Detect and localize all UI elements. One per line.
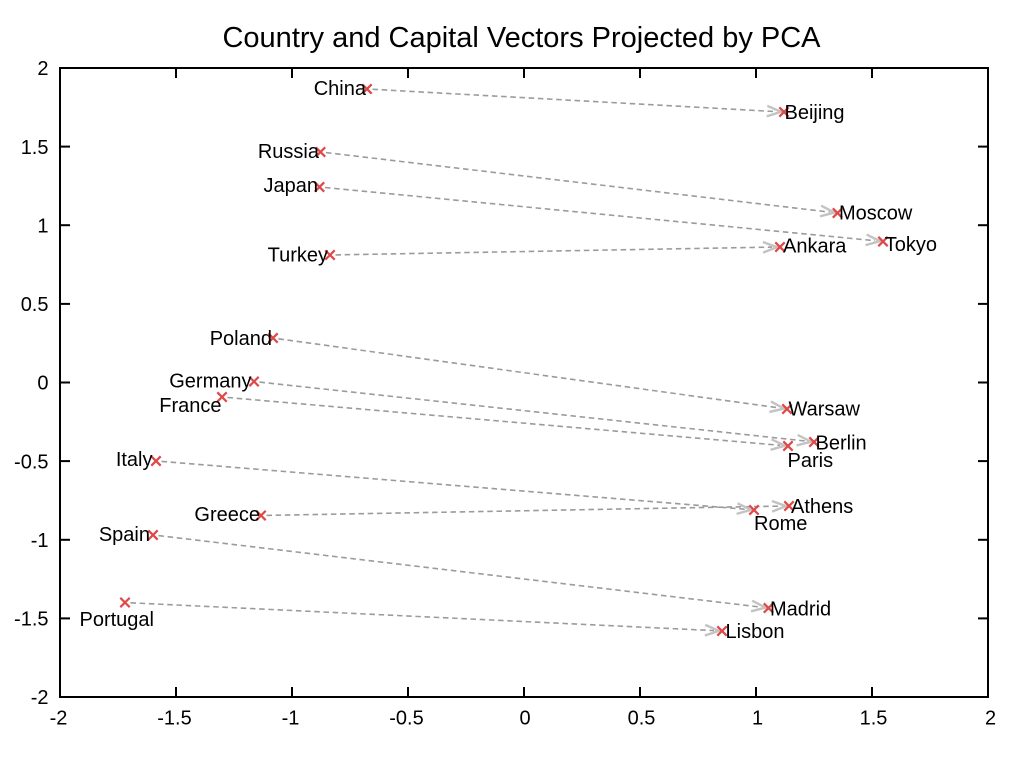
- svg-text:France: France: [159, 395, 221, 417]
- svg-text:Ankara: Ankara: [783, 236, 847, 258]
- svg-text:-1: -1: [282, 708, 300, 730]
- svg-text:1: 1: [752, 708, 763, 730]
- svg-text:-2: -2: [31, 687, 49, 709]
- svg-text:Berlin: Berlin: [816, 433, 867, 455]
- svg-text:1.5: 1.5: [860, 708, 888, 730]
- svg-text:Russia: Russia: [258, 141, 320, 163]
- svg-text:Tokyo: Tokyo: [885, 234, 937, 256]
- svg-text:Moscow: Moscow: [839, 203, 913, 225]
- svg-text:Portugal: Portugal: [80, 609, 155, 631]
- svg-text:Poland: Poland: [210, 328, 272, 350]
- svg-text:Germany: Germany: [169, 371, 251, 393]
- svg-text:Italy: Italy: [116, 449, 153, 471]
- svg-text:Lisbon: Lisbon: [726, 621, 785, 643]
- svg-text:Japan: Japan: [264, 175, 319, 197]
- svg-text:1: 1: [37, 215, 48, 237]
- svg-text:0.5: 0.5: [21, 294, 49, 316]
- svg-text:0: 0: [519, 708, 530, 730]
- svg-text:Athens: Athens: [791, 496, 853, 518]
- svg-text:Paris: Paris: [788, 450, 834, 472]
- svg-text:Warsaw: Warsaw: [789, 399, 861, 421]
- svg-text:0: 0: [37, 373, 48, 395]
- svg-text:0.5: 0.5: [628, 708, 656, 730]
- svg-text:Turkey: Turkey: [268, 245, 328, 267]
- svg-text:China: China: [314, 78, 367, 100]
- svg-text:-0.5: -0.5: [389, 708, 423, 730]
- svg-text:Spain: Spain: [99, 524, 150, 546]
- svg-text:-1: -1: [31, 530, 49, 552]
- svg-text:Beijing: Beijing: [785, 102, 845, 124]
- svg-text:1.5: 1.5: [21, 137, 49, 159]
- svg-text:2: 2: [985, 708, 996, 730]
- svg-text:-1.5: -1.5: [157, 708, 191, 730]
- svg-text:Greece: Greece: [194, 504, 260, 526]
- svg-text:-2: -2: [50, 708, 68, 730]
- svg-text:-0.5: -0.5: [14, 451, 48, 473]
- svg-text:Country and Capital Vectors Pr: Country and Capital Vectors Projected by…: [222, 22, 821, 54]
- svg-text:Rome: Rome: [754, 513, 807, 535]
- svg-text:Madrid: Madrid: [770, 599, 831, 621]
- svg-text:2: 2: [37, 58, 48, 80]
- svg-text:-1.5: -1.5: [14, 609, 48, 631]
